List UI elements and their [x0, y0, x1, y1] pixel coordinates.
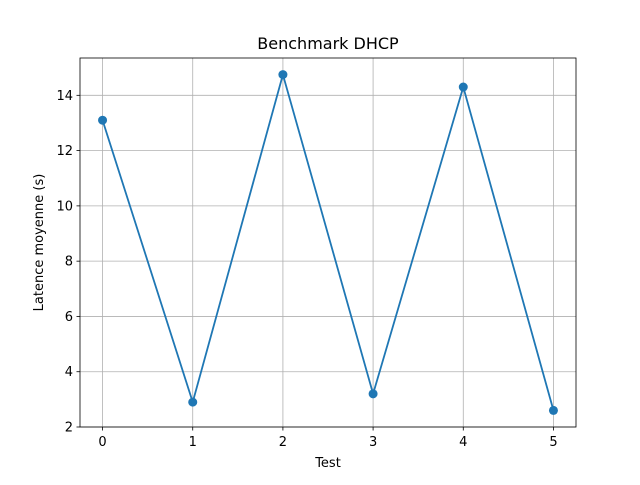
series-line	[101, 73, 555, 411]
data-point	[278, 70, 288, 80]
series	[98, 70, 558, 415]
chart-title: Benchmark DHCP	[257, 34, 399, 53]
y-tick-label: 10	[56, 199, 73, 214]
y-tick-label: 12	[56, 144, 73, 159]
data-point	[458, 82, 468, 92]
x-tick-label: 4	[459, 435, 467, 450]
x-tick-label: 5	[549, 435, 557, 450]
x-tick-label: 2	[279, 435, 287, 450]
y-tick-label: 6	[65, 310, 73, 325]
y-tick-label: 4	[65, 365, 73, 380]
x-tick-label: 1	[189, 435, 197, 450]
x-axis-label: Test	[314, 456, 341, 471]
grid	[80, 58, 576, 428]
x-tick-label: 3	[369, 435, 377, 450]
plot-frame	[79, 57, 577, 428]
y-tick-label: 2	[65, 421, 73, 436]
y-tick-label: 8	[65, 255, 73, 270]
x-tick-label: 0	[98, 435, 106, 450]
y-tick-label: 14	[56, 89, 73, 104]
data-point	[368, 389, 378, 399]
data-point	[548, 405, 558, 415]
data-point	[188, 397, 198, 407]
y-axis-label: Latence moyenne (s)	[32, 174, 47, 312]
data-point	[98, 115, 108, 125]
